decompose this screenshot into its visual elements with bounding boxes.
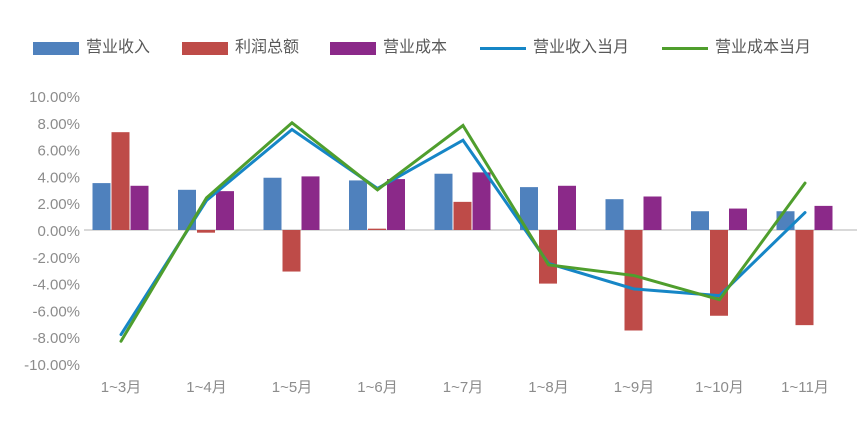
- x-axis-label: 1~3月: [101, 379, 141, 396]
- bar-series2-cat6: [643, 196, 662, 230]
- x-axis-label: 1~9月: [614, 379, 654, 396]
- bar-series1-cat1: [197, 230, 215, 233]
- bar-series1-cat0: [111, 132, 130, 230]
- bar-series2-cat2: [301, 176, 320, 230]
- bar-series2-cat7: [729, 208, 747, 230]
- y-axis-tick-label: -2.00%: [32, 250, 80, 267]
- legend-line-swatch-icon: [662, 46, 708, 50]
- y-axis-tick-label: -6.00%: [32, 303, 80, 320]
- bar-series0-cat6: [605, 199, 624, 230]
- y-axis-tick-label: -10.00%: [24, 357, 80, 374]
- legend-item-2: 利润总额: [182, 38, 299, 58]
- bar-series2-cat5: [558, 185, 576, 230]
- y-axis-tick-label: -4.00%: [32, 277, 80, 294]
- legend-label: 营业收入当月: [533, 39, 630, 56]
- line-series0: [119, 127, 807, 337]
- bar-series1-cat2: [282, 230, 301, 272]
- y-axis-tick-label: 4.00%: [37, 169, 80, 186]
- bar-series1-cat3: [368, 228, 386, 230]
- x-axis-label: 1~6月: [357, 379, 397, 396]
- legend-item-1: 营业收入: [33, 38, 150, 58]
- legend-bar-swatch-icon: [33, 41, 79, 55]
- bar-series2-cat4: [472, 172, 491, 230]
- bar-series1-cat4: [453, 201, 472, 230]
- y-axis-tick-label: 0.00%: [37, 223, 80, 240]
- bar-series2-cat0: [130, 185, 149, 230]
- y-axis-tick-label: 2.00%: [37, 196, 80, 213]
- legend-item-5: 营业成本当月: [662, 38, 811, 58]
- bar-series1-cat5: [539, 230, 557, 284]
- bar-series0-cat4: [434, 173, 453, 230]
- x-axis-label: 1~7月: [443, 379, 483, 396]
- bar-series2-cat1: [216, 191, 234, 230]
- legend-label: 营业收入: [86, 39, 151, 56]
- legend-label: 营业成本当月: [715, 39, 812, 56]
- bar-series0-cat5: [520, 187, 538, 230]
- x-axis-label: 1~4月: [186, 379, 226, 396]
- y-axis-tick-label: 8.00%: [37, 116, 80, 133]
- x-axis-label: 1~5月: [272, 379, 312, 396]
- x-axis-label: 1~8月: [528, 379, 568, 396]
- line-series1: [119, 120, 807, 343]
- y-axis-tick-label: 6.00%: [37, 143, 80, 160]
- y-axis-tick-label: -8.00%: [32, 330, 80, 347]
- bar-series0-cat0: [92, 183, 111, 230]
- bar-series0-cat7: [691, 211, 709, 230]
- legend-line-swatch-icon: [480, 46, 526, 50]
- bar-series0-cat3: [349, 180, 367, 230]
- legend-bar-swatch-icon: [330, 41, 376, 55]
- bar-series1-cat7: [710, 230, 728, 316]
- legend-bar-swatch-icon: [182, 41, 228, 55]
- x-axis-label: 1~10月: [695, 379, 744, 396]
- legend-label: 利润总额: [235, 39, 300, 56]
- bar-series1-cat6: [624, 230, 643, 331]
- bar-series0-cat1: [178, 189, 196, 230]
- bar-series2-cat8: [814, 205, 833, 230]
- legend-item-4: 营业收入当月: [480, 38, 629, 58]
- bar-series0-cat2: [263, 177, 282, 230]
- y-axis-tick-label: 10.00%: [29, 89, 80, 106]
- x-axis-label: 1~11月: [781, 379, 829, 396]
- bar-series2-cat3: [387, 179, 405, 230]
- bar-series1-cat8: [795, 230, 814, 326]
- legend-label: 营业成本: [383, 39, 448, 56]
- legend-item-3: 营业成本: [330, 38, 447, 58]
